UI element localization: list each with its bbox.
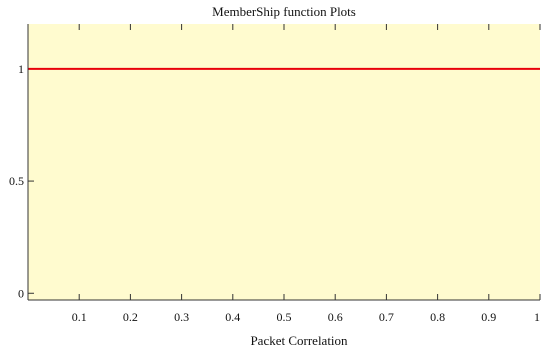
- y-tick-label: 0.5: [9, 174, 24, 188]
- plot-background: [28, 24, 540, 300]
- x-tick-label: 0.7: [379, 310, 394, 324]
- y-tick-label: 1: [18, 62, 24, 76]
- x-axis-ticks: 0.1 0.2 0.3 0.4 0.5 0.6 0.7 0.8 0.9 1: [72, 24, 541, 324]
- chart-title: MemberShip function Plots: [212, 4, 356, 19]
- x-tick-label: 0.6: [328, 310, 343, 324]
- x-tick-label: 0.3: [174, 310, 189, 324]
- x-tick-label: 0.8: [430, 310, 445, 324]
- x-axis-title: Packet Correlation: [250, 333, 348, 348]
- x-tick-label: 1: [534, 310, 540, 324]
- y-tick-label: 0: [18, 286, 24, 300]
- x-tick-label: 0.2: [123, 310, 138, 324]
- x-tick-label: 0.5: [277, 310, 292, 324]
- x-tick-label: 0.4: [225, 310, 240, 324]
- x-tick-label: 0.1: [72, 310, 87, 324]
- x-tick-label: 0.9: [481, 310, 496, 324]
